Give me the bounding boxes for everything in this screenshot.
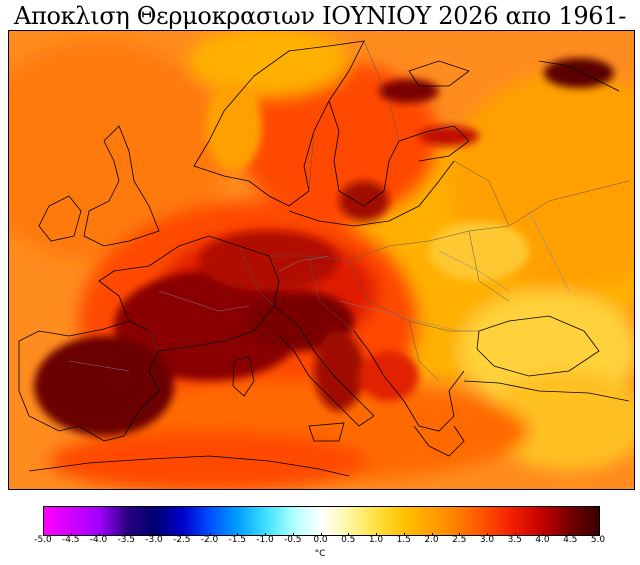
colorbar-tick-label: -2.0 (200, 535, 219, 545)
iberia-coast (18, 320, 160, 442)
norway-coast-yellow (206, 81, 262, 171)
alps-core (244, 291, 354, 351)
river-line (528, 210, 570, 292)
colorbar-tick-mark (542, 533, 544, 536)
britain-coast (83, 125, 160, 247)
germany-core (199, 231, 339, 291)
colorbar-tick-label: 1.5 (396, 535, 411, 545)
colorbar-tick-label: 4.5 (563, 535, 578, 545)
map-canvas (9, 31, 634, 489)
colorbar-tick-mark (348, 533, 350, 536)
sicily-coast (308, 422, 345, 442)
colorbar-ticks: -5.0 -4.5 -4.0 -3.5 -3.0 -2.5 -2.0 -1.5 -1.0 -0.5… (34, 533, 605, 549)
turkey-coast (463, 380, 630, 402)
baltic-core (419, 126, 479, 146)
turkey-yellow (489, 371, 634, 471)
colorbar-tick-label: -3.5 (117, 535, 136, 545)
river-line (438, 250, 510, 292)
colorbar-tick-mark (487, 533, 488, 536)
colorbar-tick-label: 5.0 (590, 535, 606, 545)
north-atlantic-warm (9, 41, 229, 261)
border-line (408, 320, 440, 382)
colorbar-tick-label: -4.5 (61, 535, 80, 545)
colorbar-tick-mark (292, 533, 294, 536)
colorbar-tick-mark (237, 533, 239, 536)
colorbar-tick-mark (43, 533, 44, 536)
france-core (114, 271, 304, 381)
balkan-red (359, 351, 419, 401)
greece-coast (413, 425, 465, 457)
italy-coast (273, 305, 375, 427)
colorbar-tick-mark (265, 533, 266, 536)
border-line (148, 330, 160, 352)
border-line (308, 130, 315, 192)
colorbar-tick-label: 0.5 (341, 535, 356, 545)
colorbar-tick-mark (70, 533, 72, 536)
sweden-core (339, 181, 389, 221)
colorbar-tick-label: -4.0 (89, 535, 108, 545)
colorbar-tick-mark (320, 533, 322, 536)
colorbar-tick-label: -1.0 (256, 535, 274, 545)
river-line (68, 360, 130, 372)
colorbar-tick-label: -3.0 (145, 535, 163, 545)
colorbar-tick-mark (126, 533, 128, 536)
colorbar-tick-label: -0.5 (283, 535, 302, 545)
colorbar-tick-mark (570, 533, 572, 536)
colorbar-tick-mark (403, 533, 405, 536)
rivers (68, 210, 570, 372)
temperature-anomaly-map (8, 30, 635, 490)
north-africa-coast (28, 455, 350, 477)
russia-core (544, 58, 614, 88)
coastlines (18, 40, 630, 477)
border-line (363, 40, 400, 142)
colorbar-tick-label: 4.0 (535, 535, 550, 545)
border-line (308, 255, 355, 332)
colorbar-fill (44, 507, 599, 535)
colorbar-tick-label: -1.5 (228, 535, 247, 545)
north-norway (189, 31, 349, 96)
colorbar-tick-mark (514, 533, 516, 536)
finland-coast (398, 125, 470, 162)
sardinia-coast (232, 355, 255, 397)
ireland-coast (38, 195, 82, 242)
colorbar-tick-mark (431, 533, 433, 536)
iberia-core (34, 336, 174, 436)
colorbar-tick-label: 3.0 (479, 535, 495, 545)
black-sea-coast (476, 315, 600, 377)
colorbar-gradient (44, 507, 599, 535)
border-line (453, 160, 510, 227)
river-line (278, 255, 330, 272)
colorbar-tick-label: 2.5 (452, 535, 467, 545)
border-line (468, 230, 510, 302)
colorbar (43, 506, 600, 536)
colorbar-tick-mark (181, 533, 183, 536)
kola-coast (408, 60, 470, 87)
colorbar-tick-mark (598, 533, 599, 536)
river-line (338, 300, 460, 332)
colorbar-tick-mark (376, 533, 377, 536)
colorbar-tick-mark (98, 533, 100, 536)
colorbar-unit: °C (314, 549, 326, 559)
italy-core (314, 331, 364, 411)
sweden-east-coast (328, 100, 400, 207)
colorbar-tick-mark (459, 533, 461, 536)
colorbar-tick-label: 3.5 (507, 535, 522, 545)
north-africa-hot (49, 431, 369, 489)
river-line (158, 290, 250, 312)
ukraine-yellow (429, 221, 529, 281)
colorbar-tick-label: -2.5 (172, 535, 191, 545)
border-line (238, 245, 275, 307)
colorbar-tick-label: -5.0 (34, 535, 52, 545)
colorbar-tick-mark (209, 533, 211, 536)
colorbar-tick-label: 2.0 (424, 535, 439, 545)
colorbar-tick-mark (154, 533, 155, 536)
white-sea-coast (538, 60, 620, 92)
border-line (508, 180, 630, 227)
colorbar-tick-label: 0.0 (313, 535, 328, 545)
colorbar-tick-label: 1.0 (368, 535, 384, 545)
balkan-coast (353, 330, 465, 432)
finland-core (379, 79, 439, 103)
baltic-south-coast (288, 160, 455, 227)
